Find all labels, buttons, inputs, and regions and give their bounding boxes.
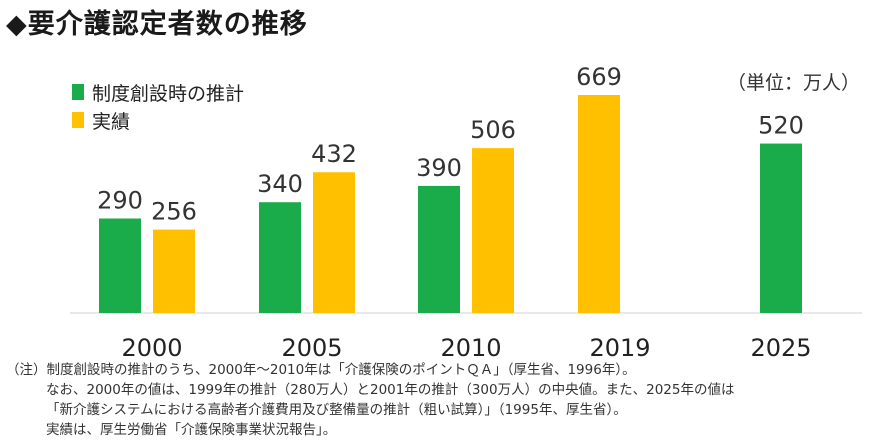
data-label-actual-2005: 432 [311,140,357,168]
chart-title: ◆要介護認定者数の推移 [6,9,308,40]
bar-actual-2000 [153,229,195,313]
legend-item-actual: 実績 [72,106,244,134]
unit-label: （単位：万人） [726,72,860,94]
x-tick-label-2005: 2005 [281,334,342,362]
data-label-actual-2019: 669 [576,63,622,91]
footnote-line: （注）制度創設時の推計のうち、2000年～2010年は「介護保険のポイントＱＡ」… [6,362,636,378]
bar-estimate-2000 [99,218,141,313]
x-tick-label-2025: 2025 [750,334,811,362]
legend-swatch-actual [72,112,84,128]
bar-estimate-2005 [259,202,301,313]
legend-label-actual: 実績 [92,110,131,133]
data-label-estimate-2000: 290 [97,187,143,215]
bar-actual-2010 [472,148,514,313]
footnote-line: 「新介護システムにおける高齢者介護費用及び整備量の推計（粗い試算）」（1995年… [46,402,627,418]
legend: 制度創設時の推計 実績 [72,78,244,134]
legend-label-estimate: 制度創設時の推計 [92,82,245,105]
bar-estimate-2025 [760,143,802,313]
data-label-actual-2010: 506 [470,116,516,144]
data-label-estimate-2025: 520 [758,112,804,140]
footnote-line: なお、2000年の値は、1999年の推計（280万人）と2001年の推計（300… [46,382,735,398]
bar-actual-2019 [578,95,620,313]
x-tick-label-2019: 2019 [589,334,650,362]
footnote-line: 実績は、厚生労働省「介護保険事業状況報告」。 [46,422,337,438]
data-label-estimate-2005: 340 [257,170,303,198]
x-tick-label-2000: 2000 [121,334,182,362]
footnotes: （注）制度創設時の推計のうち、2000年～2010年は「介護保険のポイントＱＡ」… [6,360,734,440]
bar-actual-2005 [313,172,355,313]
bar-estimate-2010 [418,185,460,313]
legend-swatch-estimate [72,84,84,100]
data-label-actual-2000: 256 [151,198,197,226]
x-tick-label-2010: 2010 [440,334,501,362]
legend-item-estimate: 制度創設時の推計 [72,78,244,106]
data-label-estimate-2010: 390 [416,154,462,182]
